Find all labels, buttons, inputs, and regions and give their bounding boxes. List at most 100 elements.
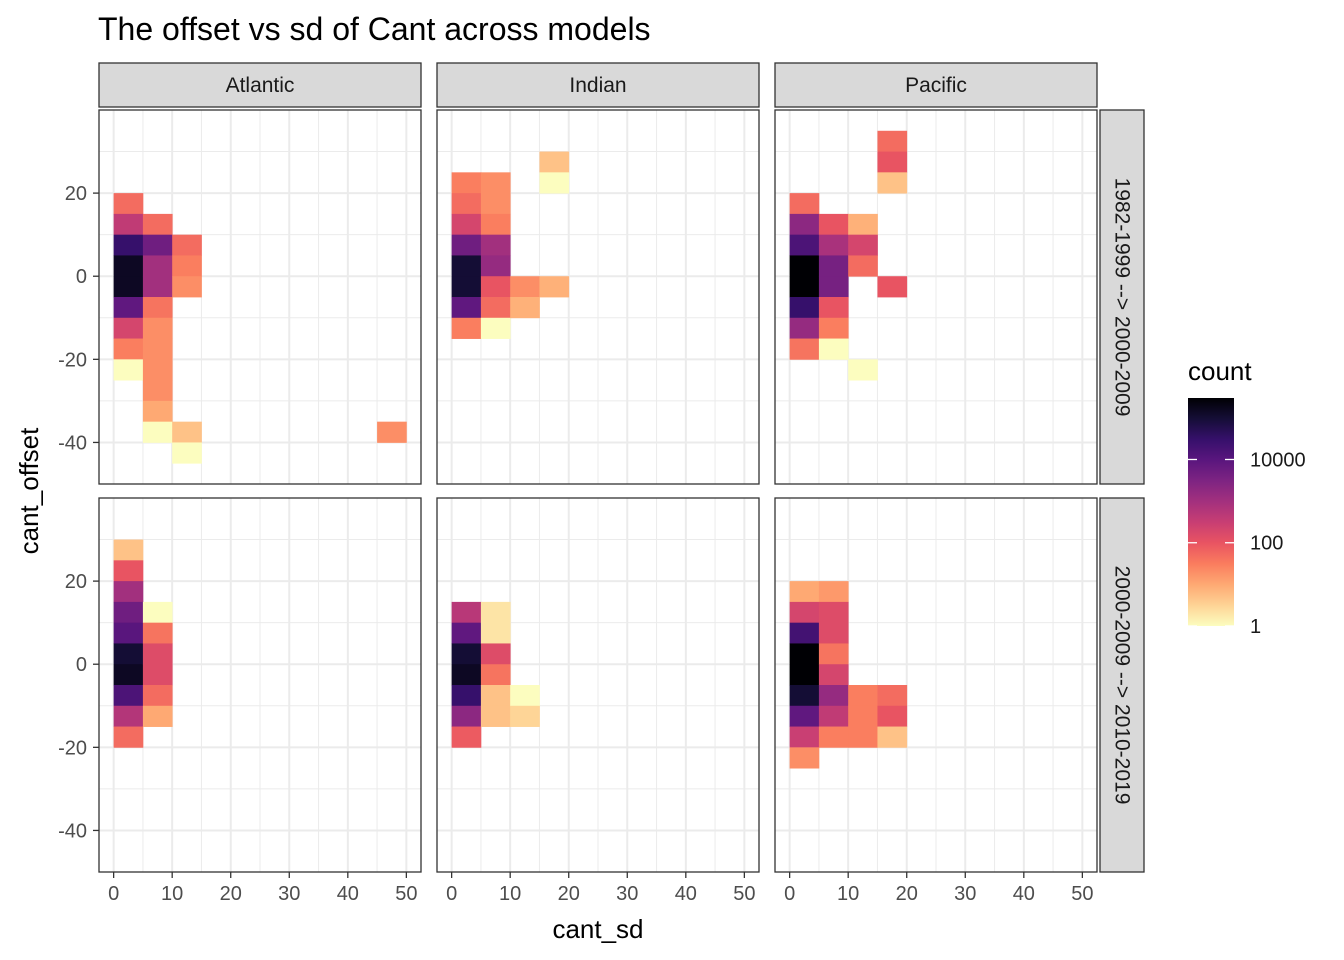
heatmap-cell bbox=[113, 297, 144, 319]
heatmap-cell bbox=[848, 255, 878, 277]
panel-border bbox=[98, 109, 422, 485]
panel-border bbox=[436, 109, 760, 485]
heatmap-cell bbox=[480, 664, 511, 686]
heatmap-cell bbox=[510, 276, 540, 298]
heatmap-cell bbox=[142, 643, 173, 665]
heatmap-cell bbox=[539, 151, 570, 173]
heatmap-cell bbox=[848, 234, 878, 256]
heatmap-cell bbox=[510, 297, 540, 319]
heatmap-cell bbox=[818, 685, 849, 707]
heatmap-cell bbox=[113, 664, 144, 686]
heatmap-cell bbox=[480, 297, 511, 319]
heatmap-cell bbox=[818, 338, 849, 360]
heatmap-cell bbox=[789, 581, 820, 603]
legend: count 10000 100 1 bbox=[1188, 356, 1306, 638]
heatmap-cell bbox=[877, 685, 908, 707]
heatmap-cell bbox=[113, 193, 144, 215]
heatmap-cell bbox=[877, 172, 908, 194]
heatmap-cell bbox=[451, 193, 482, 215]
heatmap-cell bbox=[789, 297, 820, 319]
heatmap-cell bbox=[818, 643, 849, 665]
y-tick-label: 0 bbox=[76, 266, 87, 288]
x-tick-label: 20 bbox=[220, 883, 242, 905]
heatmap-cell bbox=[113, 560, 144, 582]
heatmap-cell bbox=[451, 234, 482, 256]
heatmap-cell bbox=[142, 276, 173, 298]
heatmap-cell bbox=[142, 255, 173, 277]
heatmap-cell bbox=[451, 601, 482, 624]
x-tick-label: 10 bbox=[161, 883, 183, 905]
heatmap-cell bbox=[113, 338, 144, 360]
heatmap-cell bbox=[877, 726, 908, 748]
x-axis-title: cant_sd bbox=[552, 914, 643, 944]
heatmap-cell bbox=[142, 421, 173, 443]
heatmap-cell bbox=[539, 172, 570, 194]
heatmap-cell bbox=[818, 317, 849, 339]
heatmap-cell bbox=[142, 338, 173, 360]
legend-colorbar bbox=[1188, 398, 1234, 626]
facet-strip-column bbox=[774, 62, 1098, 108]
facet-strip-column-label: Indian bbox=[569, 74, 626, 97]
panel-border bbox=[98, 497, 422, 873]
heatmap-cell bbox=[877, 705, 908, 727]
legend-label: 100 bbox=[1250, 533, 1283, 555]
heatmap-cell bbox=[818, 705, 849, 727]
heatmap-cell bbox=[113, 622, 144, 644]
panel-border bbox=[774, 497, 1098, 873]
x-tick-label: 0 bbox=[108, 883, 119, 905]
heatmap-cell bbox=[789, 338, 820, 360]
heatmap-cell bbox=[451, 255, 482, 277]
heatmap-cell bbox=[113, 539, 144, 561]
heatmap-cell bbox=[451, 705, 482, 727]
heatmap-cell bbox=[451, 172, 482, 194]
heatmap-cell bbox=[451, 664, 482, 686]
heatmap-cell bbox=[789, 685, 820, 707]
heatmap-cell bbox=[142, 705, 173, 727]
heatmap-cell bbox=[480, 601, 511, 624]
heatmap-cell bbox=[142, 664, 173, 686]
heatmap-cell bbox=[113, 213, 144, 236]
heatmap-cell bbox=[818, 255, 849, 277]
x-tick-label: 40 bbox=[337, 883, 359, 905]
heatmap-cell bbox=[172, 442, 202, 464]
heatmap-cell bbox=[480, 685, 511, 707]
y-tick-label: 20 bbox=[65, 183, 87, 205]
heatmap-cell bbox=[142, 359, 173, 381]
facet-strip-column-label: Pacific bbox=[905, 74, 967, 97]
legend-title: count bbox=[1188, 356, 1252, 386]
heatmap-cell bbox=[377, 421, 407, 443]
legend-label: 10000 bbox=[1250, 449, 1306, 471]
heatmap-cell bbox=[142, 685, 173, 707]
heatmap-cell bbox=[142, 622, 173, 644]
heatmap-cell bbox=[451, 317, 482, 339]
heatmap-cell bbox=[877, 276, 908, 298]
heatmap-cell bbox=[480, 213, 511, 236]
heatmap-cell bbox=[172, 255, 202, 277]
heatmap-cell bbox=[113, 317, 144, 339]
panel-border bbox=[436, 497, 760, 873]
heatmap-cell bbox=[451, 685, 482, 707]
heatmap-cell bbox=[789, 213, 820, 236]
y-tick-label: -40 bbox=[58, 432, 87, 454]
heatmap-cell bbox=[113, 255, 144, 277]
heatmap-cell bbox=[451, 622, 482, 644]
heatmap-cell bbox=[789, 643, 820, 665]
heatmap-cell bbox=[848, 359, 878, 381]
x-tick-label: 0 bbox=[784, 883, 795, 905]
heatmap-cell bbox=[480, 193, 511, 215]
y-tick-label: 20 bbox=[65, 571, 87, 593]
heatmap-cell bbox=[510, 705, 540, 727]
y-tick-label: 0 bbox=[76, 654, 87, 676]
heatmap-cell bbox=[789, 747, 820, 769]
facet-strip-row bbox=[1099, 497, 1145, 873]
heatmap-cell bbox=[142, 317, 173, 339]
heatmap-cell bbox=[172, 276, 202, 298]
heatmap-cell bbox=[113, 685, 144, 707]
heatmap-cell bbox=[789, 601, 820, 624]
x-tick-label: 50 bbox=[395, 883, 417, 905]
heatmap-cell bbox=[451, 726, 482, 748]
y-tick-label: -20 bbox=[58, 349, 87, 371]
heatmap-cell bbox=[789, 726, 820, 748]
heatmap-cell bbox=[818, 213, 849, 236]
heatmap-cell bbox=[848, 685, 878, 707]
